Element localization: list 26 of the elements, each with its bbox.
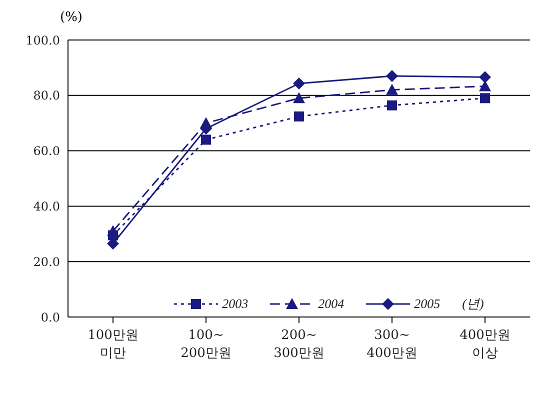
x-tick-label: 200~ 300만원 xyxy=(274,328,324,361)
point xyxy=(107,225,119,236)
y-tick-label: 80.0 xyxy=(33,88,60,103)
x-tick-label: 300~ 400만원 xyxy=(366,328,418,361)
point xyxy=(386,70,398,82)
y-tick-label: 60.0 xyxy=(33,144,60,158)
x-tick-label: 400만원 이상 xyxy=(460,328,510,361)
point xyxy=(386,84,398,95)
legend-title: (년) xyxy=(462,295,484,313)
point xyxy=(294,111,304,122)
y-tick-label: 100.0 xyxy=(26,33,60,48)
legend-label: 2003 xyxy=(222,296,248,312)
y-tick-label: 0.0 xyxy=(40,310,60,324)
legend-label: 2005 xyxy=(414,296,440,312)
point xyxy=(479,71,491,84)
point xyxy=(293,92,305,104)
x-tick-label: 100~ 200만원 xyxy=(180,328,232,361)
y-axis-title: (%) xyxy=(60,10,82,25)
point xyxy=(293,77,305,90)
point xyxy=(201,134,211,145)
legend-label: 2004 xyxy=(318,296,344,312)
point xyxy=(387,100,397,110)
point xyxy=(480,93,490,104)
y-tick-label: 40.0 xyxy=(33,199,60,214)
x-tick-label: 100만원 미만 xyxy=(88,328,138,361)
y-tick-label: 20.0 xyxy=(33,254,60,269)
